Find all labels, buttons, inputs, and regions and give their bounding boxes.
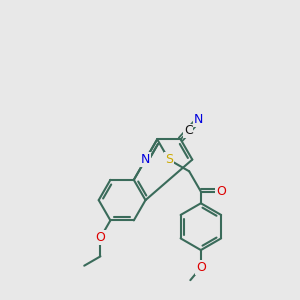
Text: C: C [184, 124, 193, 137]
Text: O: O [216, 185, 226, 198]
Text: O: O [196, 261, 206, 274]
Text: O: O [95, 231, 105, 244]
Text: S: S [165, 153, 173, 166]
Text: N: N [194, 113, 203, 126]
Text: N: N [141, 153, 150, 166]
